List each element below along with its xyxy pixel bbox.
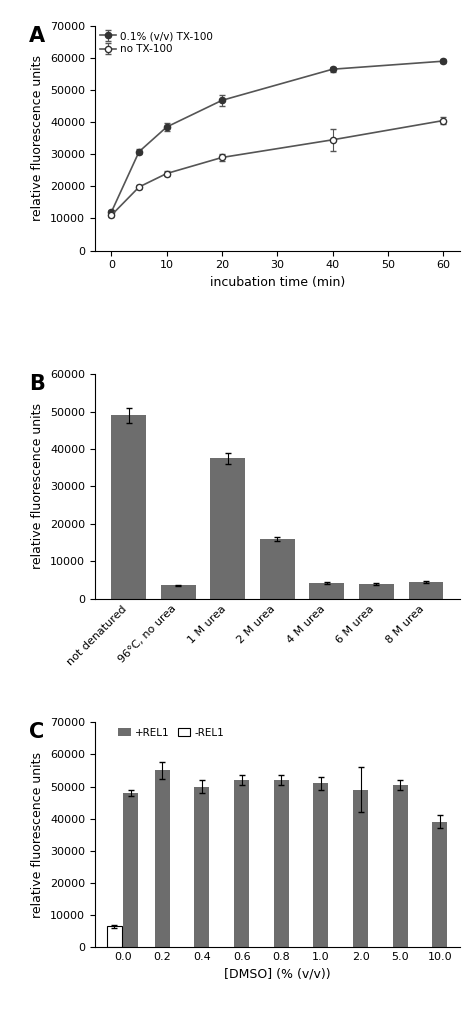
- Text: C: C: [29, 722, 45, 742]
- Bar: [210, 459, 245, 599]
- X-axis label: [DMSO] (% (v/v)): [DMSO] (% (v/v)): [224, 968, 330, 980]
- Bar: [409, 582, 443, 599]
- Bar: [111, 415, 146, 599]
- Bar: [273, 780, 289, 947]
- Bar: [310, 583, 344, 599]
- Y-axis label: relative fluorescence units: relative fluorescence units: [31, 751, 45, 918]
- Bar: [155, 770, 170, 947]
- Bar: [393, 785, 408, 947]
- Bar: [194, 787, 210, 947]
- Text: B: B: [29, 374, 45, 394]
- Bar: [161, 586, 196, 599]
- Legend: +REL1, -REL1: +REL1, -REL1: [118, 728, 224, 738]
- X-axis label: incubation time (min): incubation time (min): [210, 275, 345, 289]
- Bar: [432, 822, 447, 947]
- Bar: [313, 783, 328, 947]
- Text: A: A: [29, 26, 45, 46]
- Bar: [353, 790, 368, 947]
- Bar: [123, 793, 138, 947]
- Bar: [260, 539, 295, 599]
- Y-axis label: relative fluorescence units: relative fluorescence units: [31, 55, 45, 221]
- Bar: [234, 780, 249, 947]
- Y-axis label: relative fluorescence units: relative fluorescence units: [31, 404, 45, 569]
- Legend: 0.1% (v/v) TX-100, no TX-100: 0.1% (v/v) TX-100, no TX-100: [100, 31, 213, 54]
- Bar: [359, 584, 394, 599]
- Bar: [107, 926, 122, 947]
